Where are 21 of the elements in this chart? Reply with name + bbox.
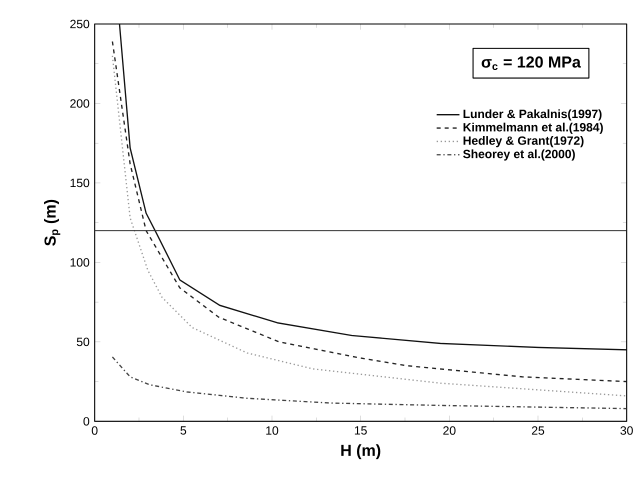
x-tick-label: 10 (266, 426, 278, 435)
x-tick-label: 0 (92, 426, 98, 435)
legend-label: Lunder & Pakalnis(1997) (464, 109, 602, 120)
x-tick-label: 30 (620, 426, 633, 435)
y-tick-label: 0 (83, 416, 90, 426)
y-tick-label: 50 (76, 337, 90, 346)
legend-label: Sheorey et al.(2000) (463, 149, 575, 160)
legend-label: Hedley & Grant(1972) (464, 136, 584, 148)
x-tick-label: 20 (443, 426, 456, 435)
y-axis-title: S$_{p}$ (m) (44, 200, 60, 246)
x-tick-label: 15 (354, 426, 367, 435)
x-tick-label: 5 (180, 426, 186, 435)
y-tick-label: 250 (70, 20, 90, 28)
y-tick-label: 200 (70, 99, 90, 108)
x-tick-label: 25 (532, 426, 544, 435)
y-tick-label: 150 (70, 178, 90, 188)
y-tick-label: 100 (70, 258, 90, 266)
legend-label: Kimmelmann et al.(1984) (464, 122, 603, 134)
annotation: σ$_{c}$ = 120 MPa (482, 56, 581, 70)
line-series (112, 356, 627, 410)
x-axis-title: H (m) (341, 444, 380, 459)
